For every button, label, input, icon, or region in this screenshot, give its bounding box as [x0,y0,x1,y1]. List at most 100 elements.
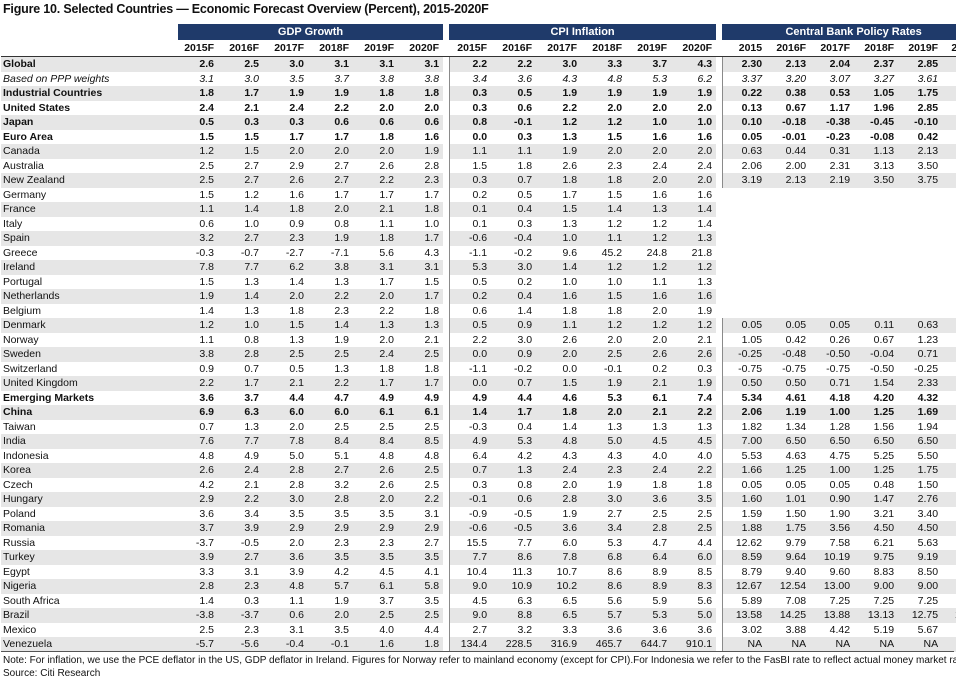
gdp-cell: 4.2 [334,565,349,578]
rates-cell: 0.42 [917,130,939,143]
gdp-cell: 2.6 [353,463,398,478]
gdp-cell: -5.7 [178,637,218,652]
cpi-cell: 3.0 [517,333,533,346]
figure-title: Figure 10. Selected Countries — Economic… [3,2,489,16]
column-gap [716,434,723,449]
cpi-cell: 1.9 [581,376,627,391]
gdp-cell: 6.0 [308,405,353,420]
column-gap [716,202,723,217]
gdp-cell: 1.5 [199,130,214,143]
year-header-row: 2015F 2016F 2017F 2018F 2019F 2020F 2015F 2016F… [1,40,956,57]
gdp-cell: 0.8 [334,217,349,230]
empty-cell [898,245,943,260]
cpi-cell: 4.5 [626,434,672,449]
gdp-cell: 2.8 [424,159,440,172]
column-gap [716,405,723,420]
cpi-cell: -1.1 [448,361,492,376]
cpi-cell: 2.8 [626,521,672,536]
rates-cell: 2.19 [942,405,956,420]
rates-cell: 9.00 [854,579,899,594]
rates-cell: 1.75 [766,521,811,536]
cpi-cell: -0.2 [513,362,533,375]
cpi-cell: 0.6 [517,101,533,114]
cpi-cell: 1.3 [562,217,578,230]
column-gap [443,492,450,507]
gdp-cell: 3.1 [244,565,259,578]
gdp-cell: 2.1 [263,376,308,391]
cpi-cell: 1.5 [581,289,627,304]
rates-cell: 1.50 [917,478,939,491]
cpi-cell: 8.6 [491,550,537,565]
gdp-cell: 2.7 [424,536,440,549]
rates-cell: 6.21 [942,623,956,638]
cpi-cell: -0.3 [448,419,492,434]
cpi-cell: 134.4 [448,637,492,652]
gdp-cell: 2.7 [308,463,353,478]
table-row: Greece -0.3 -0.7 -2.7 -7.1 5.6 4.3 -1.1 -0.2 9.6 4… [1,245,956,260]
gdp-cell: 2.3 [398,173,444,188]
cpi-cell: 1.9 [671,376,717,391]
cpi-cell: 2.0 [697,101,713,114]
rates-cell: 6.50 [898,434,943,449]
gdp-cell: 1.8 [424,362,440,375]
empty-cell [766,303,811,318]
gdp-cell: 2.2 [308,376,353,391]
gdp-cell: 3.1 [199,72,214,85]
gdp-cell: 2.4 [218,463,263,478]
rates-cell: 9.40 [785,565,807,578]
column-gap [716,376,723,391]
rates-cell: -0.23 [826,130,851,143]
gdp-cell: 3.7 [178,521,218,536]
row-label: Portugal [3,275,43,288]
table-row: Ireland 7.8 7.7 6.2 3.8 3.1 3.1 5.3 3.0 1.4 1.2 1.2… [1,260,956,275]
table-row: Australia 2.5 2.7 2.9 2.7 2.6 2.8 1.5 1.8 2.6 2.3 2… [1,158,956,173]
gdp-cell: -3.7 [218,608,263,623]
gdp-cell: 0.6 [199,217,214,230]
gdp-cell: 2.8 [308,492,353,507]
row-label: Indonesia [3,449,49,462]
cpi-cell: 0.2 [448,289,492,304]
cpi-cell: 1.1 [448,144,492,159]
gdp-cell: 2.5 [424,478,440,491]
rates-cell: 0.67 [873,333,895,346]
cpi-cell: 2.3 [607,159,623,172]
column-gap [443,86,450,101]
cpi-cell: 5.0 [581,434,627,449]
rates-cell: 7.58 [829,536,851,549]
gdp-cell: 2.1 [244,101,259,114]
gdp-cell: 1.4 [218,202,263,217]
empty-cell [766,274,811,289]
row-label: Japan [1,115,178,130]
cpi-cell: 0.3 [697,362,713,375]
gdp-cell: 4.3 [424,246,440,259]
cpi-cell: 8.3 [671,579,717,594]
rates-cell: 5.25 [873,449,895,462]
cpi-cell: 1.8 [562,304,578,317]
column-gap [443,521,450,536]
rates-cell: 0.71 [810,376,855,391]
rates-cell: 4.61 [785,391,807,404]
footer-rule [1,651,954,652]
cpi-cell: 2.2 [448,56,492,72]
cpi-cell: 10.2 [536,579,582,594]
cpi-cell: 4.0 [697,449,713,462]
cpi-cell: 8.5 [697,565,713,578]
rates-cell: 0.67 [785,101,807,114]
gdp-cell: 0.7 [199,420,214,433]
rates-cell: 2.13 [766,173,811,188]
cpi-cell: 1.0 [607,275,623,288]
empty-cell [766,216,811,231]
rates-cell: 12.75 [898,608,943,623]
cpi-cell: 2.6 [562,333,578,346]
gdp-cell: 7.7 [218,260,263,275]
gdp-cell: 3.1 [398,260,444,275]
empty-cell [766,245,811,260]
rates-cell: 9.00 [942,579,956,594]
gdp-cell: 2.8 [178,579,218,594]
rates-cell: 1.82 [721,419,767,434]
cpi-cell: 0.0 [448,347,492,362]
year-header-cpi: 2017F [536,40,582,57]
column-gap [443,347,450,362]
cpi-cell: 1.0 [536,231,582,246]
gdp-cell: 3.8 [424,72,440,85]
